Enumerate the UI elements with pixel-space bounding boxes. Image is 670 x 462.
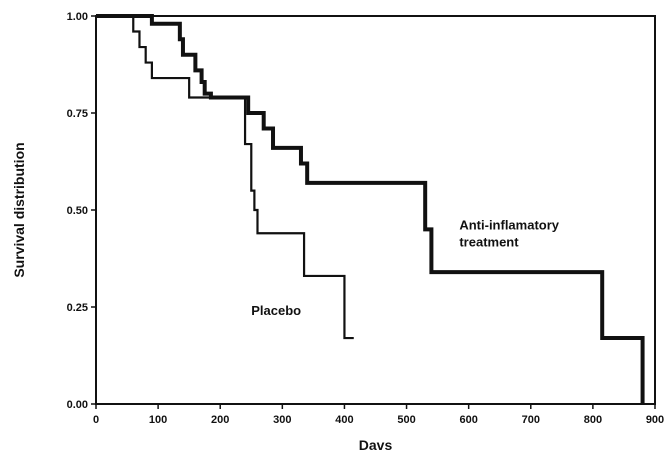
x-tick-label: 600 [459, 414, 477, 426]
x-tick-label: 900 [646, 414, 664, 426]
y-tick-label: 0.25 [67, 302, 88, 314]
y-axis-label: Survival distribution [11, 142, 27, 277]
plot-frame [95, 15, 656, 405]
annotation-line: treatment [459, 234, 519, 249]
y-tick-label: 0.00 [67, 399, 88, 411]
y-tick-label: 0.75 [67, 108, 88, 120]
x-tick-label: 700 [522, 414, 540, 426]
y-axis-ticks: 0.00 0.25 0.50 0.75 1.00 [67, 11, 96, 411]
axes-frame [95, 15, 656, 405]
annotation-line: Placebo [251, 303, 301, 318]
x-tick-label: 200 [211, 414, 229, 426]
annotation-line: Anti-inflamatory [459, 217, 559, 232]
annotation-1: Anti-inflamatory treatment [459, 217, 559, 249]
x-tick-label: 0 [93, 414, 99, 426]
series-lines [96, 14, 645, 404]
annotation-0: Placebo [251, 303, 301, 318]
x-tick-label: 400 [335, 414, 353, 426]
series-line-1 [96, 14, 645, 404]
x-tick-label: 100 [149, 414, 167, 426]
series-line-0 [96, 14, 354, 340]
x-tick-label: 800 [584, 414, 602, 426]
x-tick-label: 300 [273, 414, 291, 426]
y-tick-label: 1.00 [67, 11, 88, 23]
y-tick-label: 0.50 [67, 205, 88, 217]
x-axis-label: Davs [359, 437, 393, 453]
annotations: Placebo Anti-inflamatory treatment [251, 217, 560, 317]
x-axis-ticks: 0 100 200 300 400 500 600 700 800 900 [93, 404, 664, 426]
x-tick-label: 500 [397, 414, 415, 426]
